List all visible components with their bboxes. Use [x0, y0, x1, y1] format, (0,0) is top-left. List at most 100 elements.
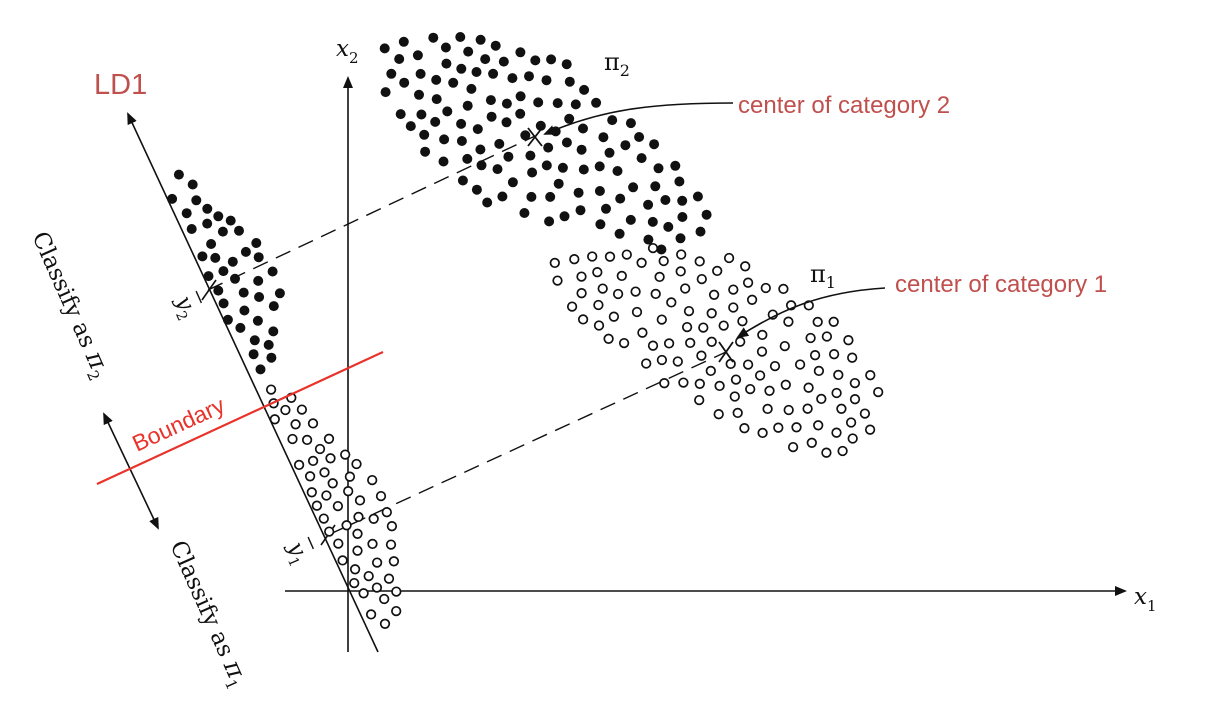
cat2-point-81	[386, 68, 397, 79]
cat2-point-35	[625, 214, 636, 225]
cat1-point-58	[864, 424, 876, 435]
cat1-point-62	[806, 437, 817, 448]
cat1-point-42	[593, 299, 604, 311]
cat2-point-70	[573, 187, 584, 198]
cat1-point-52	[828, 316, 839, 327]
cat2-point-90	[456, 63, 467, 74]
y1-bar-label: y1	[282, 536, 315, 570]
cat2-point-58	[515, 47, 526, 58]
cat1-point-12	[636, 257, 647, 268]
cat2-point-108	[430, 116, 441, 127]
cat1-point-92	[745, 383, 756, 395]
cat1-point-22	[821, 447, 832, 458]
cat1-point-14	[831, 387, 842, 399]
cat2-proj-point-20	[255, 364, 266, 375]
cat2-point-47	[559, 211, 570, 222]
cat2-proj-point-27	[218, 266, 229, 277]
cat2-point-31	[448, 77, 459, 88]
cat2-point-112	[420, 146, 431, 157]
cat2-point-114	[561, 59, 572, 70]
cat1-proj-point-15	[287, 433, 298, 445]
cat2-proj-point-37	[225, 215, 236, 226]
cat2-point-22	[431, 74, 442, 85]
cat2-point-6	[564, 76, 575, 87]
cat2-point-100	[663, 221, 674, 232]
cat1-point-85	[757, 329, 768, 341]
y2-bar-tick	[201, 279, 217, 301]
cat1-point-17	[859, 408, 871, 419]
classify-pi1-label: Classify as π1	[161, 536, 255, 693]
cat1-proj-point-12	[306, 487, 317, 498]
cat2-point-10	[636, 153, 647, 164]
cat2-point-82	[414, 89, 424, 100]
cat2-point-78	[441, 58, 452, 69]
cat1-point-100	[576, 271, 587, 282]
cat1-point-54	[728, 284, 739, 295]
cat1-proj-point-46	[349, 577, 360, 589]
cat1-proj-point-0	[269, 414, 280, 425]
cat2-point-59	[431, 94, 442, 105]
cat1-proj-point-6	[371, 557, 383, 568]
category-1-points	[549, 242, 884, 458]
cat1-proj-point-7	[363, 570, 374, 582]
cat1-point-5	[779, 340, 790, 352]
boundary-line	[96, 351, 384, 485]
cat2-point-96	[488, 68, 499, 79]
cat1-point-57	[723, 252, 735, 264]
cat2-point-43	[543, 142, 554, 153]
cat2-proj-point-29	[186, 224, 197, 234]
cat1-point-89	[604, 251, 616, 262]
cat1-proj-point-48	[343, 486, 354, 497]
cat1-proj-point-35	[349, 564, 361, 575]
cat1-point-99	[658, 255, 669, 267]
cat2-proj-point-2	[238, 287, 249, 298]
cat2-proj-point-0	[202, 203, 213, 214]
cat2-proj-point-6	[248, 349, 259, 360]
cat1-point-86	[712, 265, 723, 277]
cat2-proj-point-23	[230, 273, 240, 284]
cat2-point-26	[545, 191, 556, 202]
center-1-label: center of category 1	[895, 271, 1107, 298]
cat2-point-74	[515, 91, 526, 102]
cat2-proj-point-34	[253, 275, 264, 286]
cat2-proj-point-21	[234, 225, 244, 236]
cat1-proj-point-3	[358, 588, 369, 599]
cat1-point-118	[603, 333, 614, 344]
cat2-point-55	[604, 147, 615, 158]
cat2-point-19	[576, 144, 587, 155]
cat1-point-61	[828, 349, 840, 360]
cat2-point-44	[591, 97, 602, 108]
cat1-point-83	[618, 337, 630, 349]
cat2-point-72	[503, 151, 514, 162]
cat2-point-42	[643, 199, 654, 210]
cat1-point-104	[756, 346, 768, 357]
cat1-point-21	[631, 306, 643, 318]
cat2-proj-point-39	[251, 238, 262, 248]
cat2-point-86	[579, 84, 590, 95]
cat1-proj-point-24	[379, 618, 391, 629]
cat1-point-73	[813, 420, 824, 431]
cat1-point-67	[821, 331, 833, 342]
cat2-point-109	[650, 181, 661, 192]
cat2-point-21	[485, 95, 496, 106]
svg-text:Classify as π1: Classify as π1	[161, 536, 255, 693]
cat1-proj-point-1	[341, 520, 352, 531]
cat2-proj-point-8	[181, 208, 192, 219]
svg-text:y2: y2	[166, 291, 202, 323]
cat1-point-40	[831, 427, 842, 438]
cat2-proj-point-25	[252, 315, 263, 326]
cat1-point-53	[740, 261, 751, 272]
cat1-proj-point-39	[307, 455, 319, 467]
center-1-cross	[718, 341, 734, 363]
cat1-point-38	[663, 338, 675, 349]
cat1-point-45	[737, 316, 748, 327]
cat2-proj-point-3	[267, 266, 278, 277]
cat1-point-79	[791, 422, 802, 433]
cat1-point-71	[847, 433, 858, 444]
cat1-point-46	[713, 409, 724, 420]
cat2-proj-point-26	[206, 239, 217, 249]
cat2-point-52	[463, 46, 474, 57]
cat1-point-78	[576, 288, 587, 299]
cat1-proj-point-33	[290, 419, 301, 430]
